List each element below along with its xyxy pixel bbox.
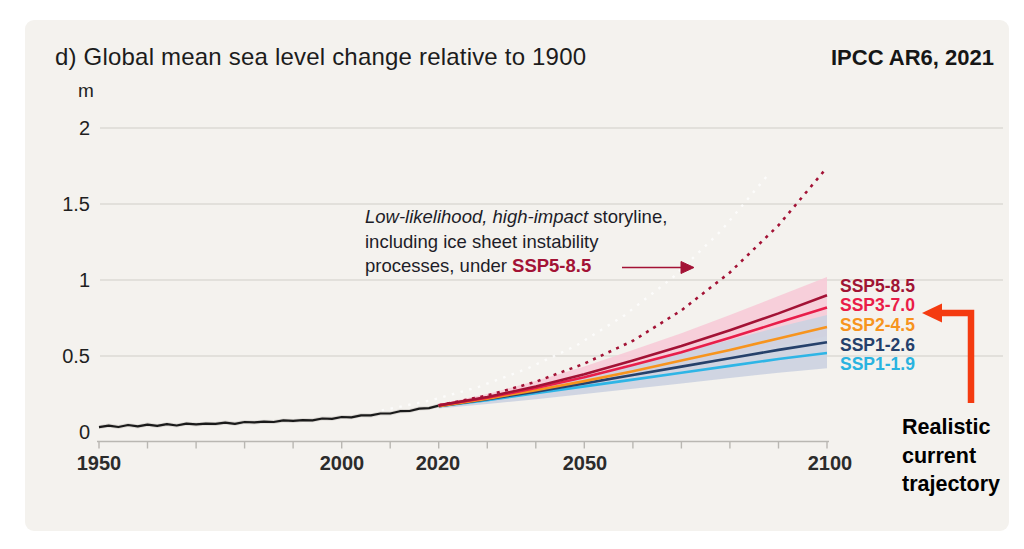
annotation-scenario-label: SSP5-8.5	[512, 255, 591, 276]
slide: d) Global mean sea level change relative…	[0, 0, 1024, 549]
x-tick-label: 2050	[545, 452, 625, 475]
x-tick-label: 2020	[398, 452, 478, 475]
annotation-italic-text: Low-likelihood, high-impact	[365, 206, 588, 227]
storyline-annotation: Low-likelihood, high-impact storyline, i…	[365, 205, 695, 279]
source-label: IPCC AR6, 2021	[800, 45, 994, 71]
legend-item-ssp1-26: SSP1-2.6	[840, 335, 950, 356]
historical-line	[99, 406, 439, 428]
callout-line: Realistic	[902, 415, 990, 439]
x-tick-label: 2100	[790, 452, 870, 475]
y-tick-label: 2	[32, 117, 90, 139]
callout-line: trajectory	[902, 472, 1000, 496]
y-tick-label: 1	[32, 269, 90, 291]
legend-item-ssp3-70: SSP3-7.0	[840, 295, 950, 316]
x-axis-ticks	[99, 442, 827, 449]
legend-item-ssp1-19: SSP1-1.9	[840, 354, 950, 375]
chart-title: d) Global mean sea level change relative…	[55, 43, 586, 71]
realistic-trajectory-callout: Realistic current trajectory	[902, 413, 1000, 499]
x-tick-label: 2000	[302, 452, 382, 475]
y-axis-unit: m	[74, 80, 98, 102]
y-tick-label: 0	[32, 421, 90, 443]
legend-item-ssp5-85: SSP5-8.5	[840, 276, 950, 297]
annotation-text: including ice sheet instability	[365, 231, 598, 252]
annotation-text: processes, under	[365, 255, 512, 276]
legend-item-ssp2-45: SSP2-4.5	[840, 315, 950, 336]
y-tick-label: 0.5	[32, 345, 90, 367]
callout-line: current	[902, 444, 976, 468]
y-tick-label: 1.5	[32, 193, 90, 215]
x-tick-label: 1950	[59, 452, 139, 475]
annotation-text: storyline,	[588, 206, 667, 227]
